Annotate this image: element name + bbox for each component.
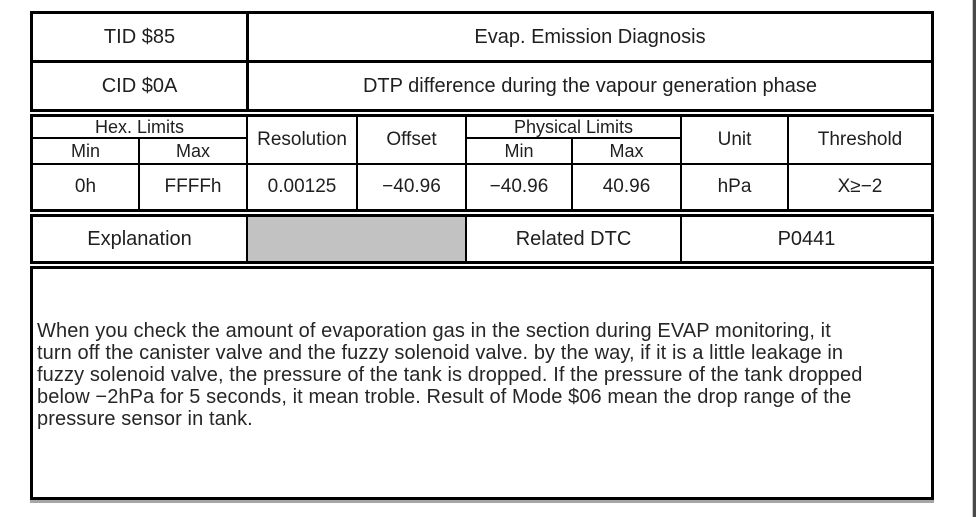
explanation-label-cell: Explanation bbox=[87, 227, 192, 250]
explanation-text-block: When you check the amount of evaporation… bbox=[30, 266, 934, 500]
page-right-edge-line bbox=[972, 0, 976, 517]
tid-label-cell: TID $85 bbox=[33, 14, 246, 63]
cid-label-cell: CID $0A bbox=[101, 74, 178, 97]
empty-gray-cell bbox=[246, 217, 465, 261]
related-dtc-value-cell: P0441 bbox=[680, 217, 931, 261]
phys-max-header: Max bbox=[571, 139, 680, 165]
unit-header: Unit bbox=[680, 117, 787, 165]
diagnostic-spec-table: TID $85 Evap. Emission Diagnosis CID $0A… bbox=[30, 11, 934, 500]
hex-min-header: Min bbox=[33, 139, 138, 165]
physical-limits-header: Physical Limits bbox=[465, 117, 680, 139]
threshold-value: X≥−2 bbox=[787, 165, 931, 209]
explanation-row-block: Explanation Related DTC P0441 bbox=[30, 214, 934, 264]
offset-value: −40.96 bbox=[356, 165, 465, 209]
explanation-paragraph: When you check the amount of evaporation… bbox=[33, 269, 931, 430]
hex-max-value: FFFFh bbox=[138, 165, 246, 209]
offset-header: Offset bbox=[356, 117, 465, 165]
cid-title-cell: DTP difference during the vapour generat… bbox=[246, 63, 931, 109]
explanation-line: turn off the canister valve and the fuzz… bbox=[37, 342, 844, 364]
spec-block: Hex. Limits Resolution Offset Physical L… bbox=[30, 114, 934, 212]
hex-min-value: 0h bbox=[74, 176, 97, 197]
explanation-line: pressure sensor in tank. bbox=[37, 408, 253, 430]
explanation-line: fuzzy solenoid valve, the pressure of th… bbox=[37, 364, 863, 386]
phys-min-header: Min bbox=[465, 139, 571, 165]
hex-limits-header: Hex. Limits bbox=[33, 117, 246, 139]
resolution-header: Resolution bbox=[246, 117, 356, 165]
unit-value: hPa bbox=[680, 165, 787, 209]
explanation-line: When you check the amount of evaporation… bbox=[37, 320, 831, 342]
phys-max-value: 40.96 bbox=[571, 165, 680, 209]
explanation-line: below −2hPa for 5 seconds, it mean trobl… bbox=[37, 386, 852, 408]
phys-min-value: −40.96 bbox=[465, 165, 571, 209]
related-dtc-label-cell: Related DTC bbox=[465, 217, 680, 261]
threshold-header: Threshold bbox=[787, 117, 931, 165]
resolution-value: 0.00125 bbox=[246, 165, 356, 209]
hex-max-header: Max bbox=[138, 139, 246, 165]
id-block: TID $85 Evap. Emission Diagnosis CID $0A… bbox=[30, 11, 934, 112]
tid-title-cell: Evap. Emission Diagnosis bbox=[246, 14, 931, 63]
